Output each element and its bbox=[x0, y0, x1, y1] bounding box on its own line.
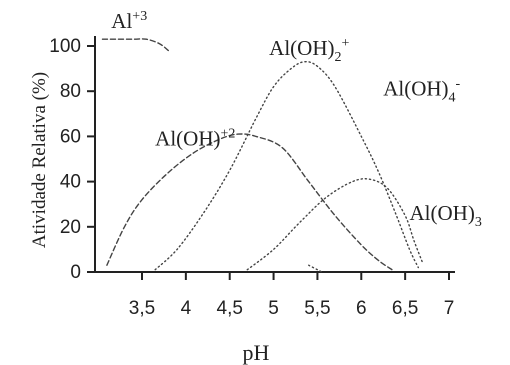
series-label: Al(OH)2+ bbox=[269, 36, 349, 65]
y-tick-label: 20 bbox=[60, 217, 81, 238]
series-line-al-3 bbox=[101, 38, 169, 52]
series-line-al-oh-4- bbox=[308, 264, 323, 273]
y-tick-label: 80 bbox=[60, 81, 81, 102]
x-tick-label: 4,5 bbox=[217, 298, 243, 319]
series-line-al-oh-3 bbox=[246, 178, 424, 271]
x-tick-label: 7 bbox=[444, 298, 455, 319]
series-line-al-oh-2- bbox=[154, 61, 419, 271]
x-tick-label: 4 bbox=[181, 298, 192, 319]
y-tick-label: 60 bbox=[60, 126, 81, 147]
y-tick-label: 40 bbox=[60, 172, 81, 193]
series-label: Al(OH)+2 bbox=[155, 126, 235, 150]
series-labels: Al+3 Al(OH)+2 Al(OH)2+ Al(OH)4- Al(OH)3 bbox=[111, 9, 482, 230]
y-axis-label: Atividade Relativa (%) bbox=[29, 72, 50, 248]
x-tick-label: 6 bbox=[356, 298, 367, 319]
x-tick-label: 6,5 bbox=[392, 298, 418, 319]
y-tick-label: 100 bbox=[49, 36, 81, 57]
axes bbox=[94, 36, 455, 273]
y-tick-label: 0 bbox=[70, 262, 81, 283]
x-tick-label: 5 bbox=[268, 298, 279, 319]
ticks: 3,5 4 4,5 5 5,5 6 6,5 7 0 20 40 60 80 100 bbox=[49, 36, 454, 319]
series-label: Al(OH)3 bbox=[410, 201, 482, 230]
x-tick-label: 3,5 bbox=[129, 298, 155, 319]
curves bbox=[101, 38, 424, 273]
series-label: Al+3 bbox=[111, 9, 147, 33]
series-label: Al(OH)4- bbox=[383, 77, 460, 106]
series-line-al-oh-2 bbox=[106, 133, 393, 271]
x-axis-label: pH bbox=[243, 340, 270, 365]
x-tick-label: 5,5 bbox=[304, 298, 330, 319]
